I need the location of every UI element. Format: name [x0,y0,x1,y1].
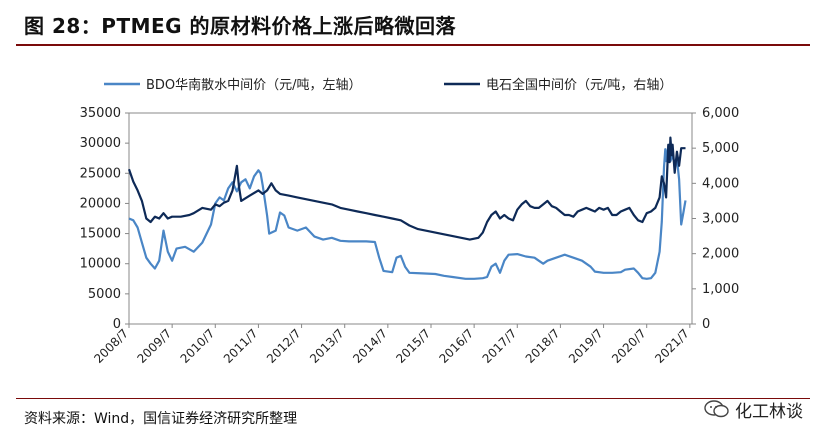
left-axis-tick-label: 25000 [80,166,121,181]
x-axis-tick-label: 2013/7 [307,326,347,366]
x-axis-tick-label: 2011/7 [221,326,261,366]
wechat-icon [704,400,729,418]
x-axis-tick-label: 2017/7 [480,326,520,366]
line-chart: 0 5000 10000 15000 20000 25000 30000 35000 0 1,00… [80,77,740,366]
x-axis-tick-label: 2019/7 [566,326,606,366]
left-axis-tick-label: 0 [113,317,121,332]
page-title: 图 28：PTMEG 的原材料价格上涨后略微回落 [24,14,457,38]
x-axis-tick-label: 2015/7 [393,326,433,366]
x-axis-tick-label: 2008/7 [91,326,131,366]
title-bar: 图 28：PTMEG 的原材料价格上涨后略微回落 [0,0,825,46]
left-axis-tick-label: 5000 [88,287,121,302]
right-axis-tick-label: 1,000 [702,282,739,297]
source-note: 资料来源：Wind，国信证券经济研究所整理 [24,411,298,427]
x-axis-tick-label: 2016/7 [437,326,477,366]
left-axis-tick-label: 30000 [80,136,121,151]
x-axis-tick-label: 2012/7 [264,326,304,366]
x-axis-tick-label: 2009/7 [135,326,175,366]
right-axis-tick-label: 2,000 [702,247,739,262]
x-axis-tick-label: 2018/7 [523,326,563,366]
watermark-label: 化工林谈 [735,401,803,422]
x-axis-tick-label: 2021/7 [652,326,692,366]
carbide-price-line [127,136,686,241]
right-axis-tick-label: 3,000 [702,212,739,227]
right-axis-tick-label: 5,000 [702,141,739,156]
right-axis-tick-label: 4,000 [702,176,739,191]
left-axis-tick-label: 10000 [80,257,121,272]
right-axis-tick-label: 0 [702,317,710,332]
right-axis-tick-label: 6,000 [702,106,739,121]
left-axis-tick-label: 35000 [80,106,121,121]
left-axis-tick-label: 20000 [80,196,121,211]
watermark: 化工林谈 [703,396,803,422]
legend-label-bdo: BDO华南散水中间价（元/吨，左轴） [146,77,362,93]
left-axis-tick-label: 15000 [80,227,121,242]
footer-divider [16,398,810,399]
x-axis-tick-label: 2020/7 [609,326,649,366]
plot-frame [128,112,693,325]
x-axis-tick-label: 2014/7 [350,326,390,366]
legend-label-carbide: 电石全国中间价（元/吨，右轴） [486,77,672,93]
bdo-price-line [128,145,687,280]
x-axis-tick-label: 2010/7 [178,326,218,366]
title-divider [16,44,810,46]
